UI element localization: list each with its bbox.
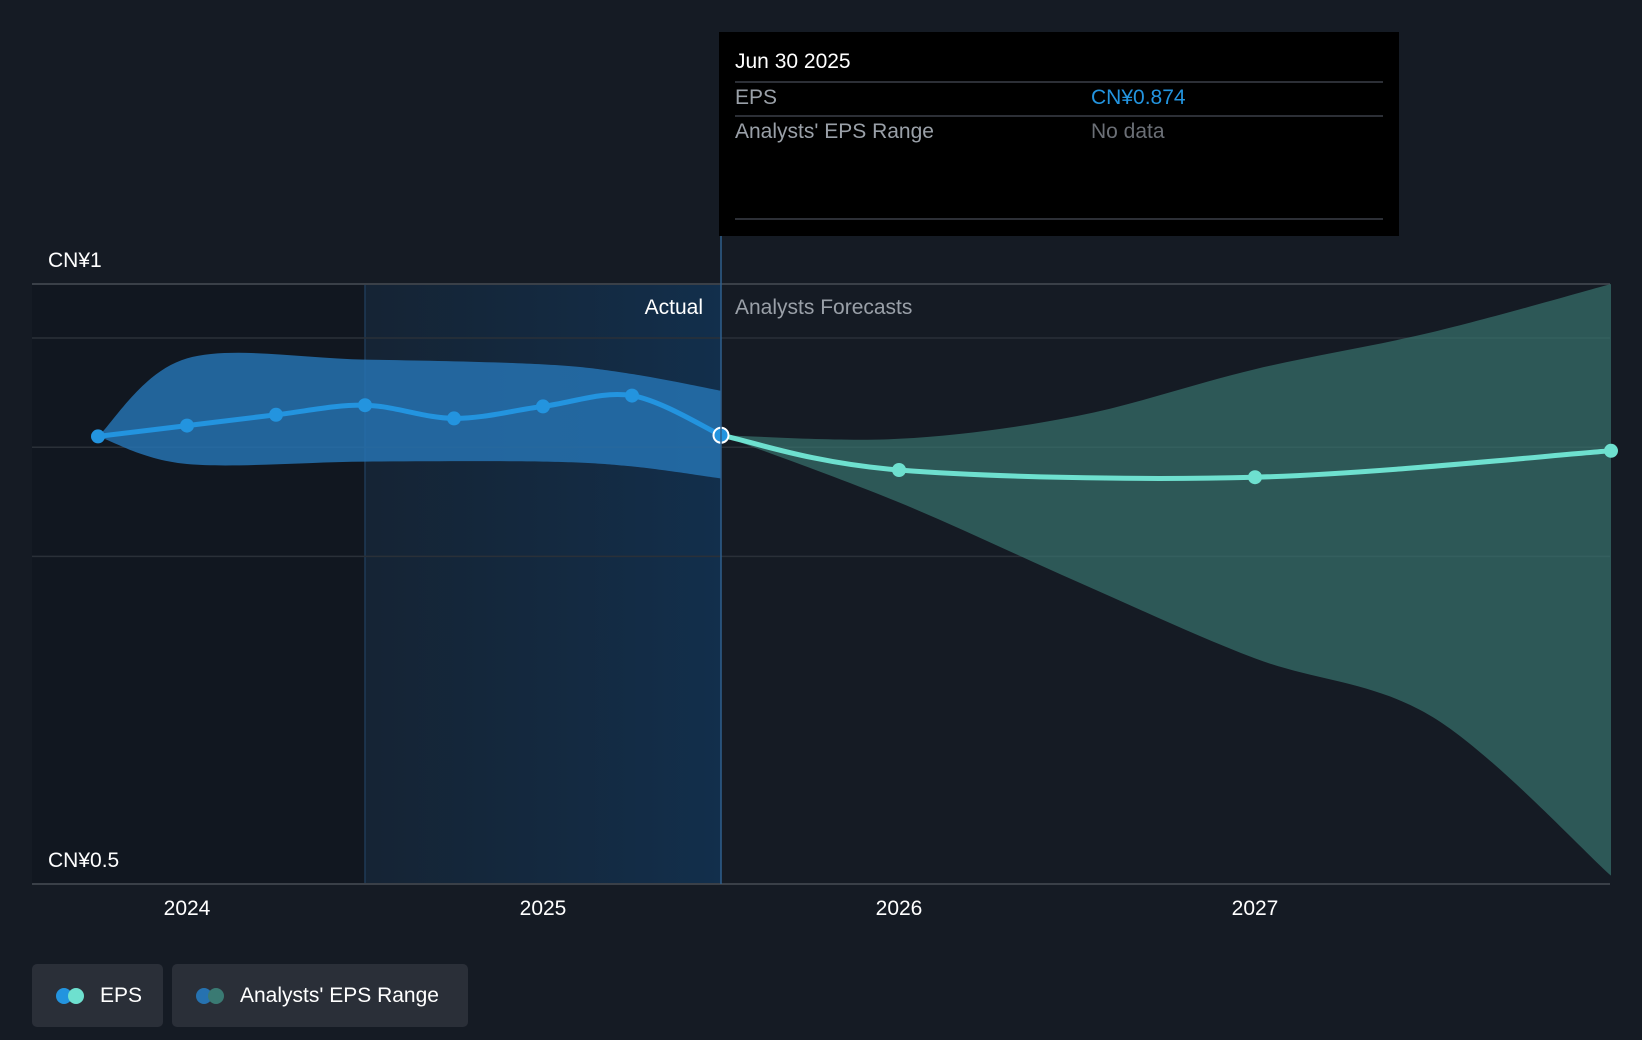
- legend-range-icon: [196, 987, 226, 1004]
- eps-forecast-line: [718, 432, 1614, 481]
- legend-dot-forecast-range: [208, 987, 224, 1004]
- eps-actual-point[interactable]: [625, 388, 639, 403]
- x-tick-label-2024: 2024: [163, 897, 211, 920]
- tooltip-eps-value: CN¥0.874: [1091, 86, 1186, 109]
- x-tick-label-2025: 2025: [519, 897, 567, 920]
- tooltip-eps-label: EPS: [735, 86, 778, 109]
- legend-dot-forecast: [68, 987, 84, 1004]
- eps-actual-line: [95, 392, 724, 439]
- legend-eps-label: EPS: [100, 983, 143, 1007]
- y-tick-label-bottom: CN¥0.5: [48, 849, 120, 872]
- legend-range-button[interactable]: Analysts' EPS Range: [172, 964, 468, 1027]
- eps-actual-point[interactable]: [180, 418, 194, 433]
- eps-forecast-point[interactable]: [892, 463, 906, 477]
- eps-actual-point[interactable]: [269, 407, 283, 422]
- eps-forecast-point[interactable]: [1604, 443, 1618, 458]
- forecast-region-label: Analysts Forecasts: [735, 296, 913, 319]
- x-tick-label-2027: 2027: [1231, 897, 1279, 920]
- chart-tooltip: Jun 30 2025 EPS CN¥0.874 Analysts' EPS R…: [719, 32, 1399, 236]
- tooltip-date: Jun 30 2025: [735, 50, 851, 73]
- forecast-range-band: [721, 284, 1611, 876]
- eps-actual-point[interactable]: [91, 429, 105, 444]
- legend-eps-button[interactable]: EPS: [32, 964, 163, 1027]
- legend-eps-icon: [56, 987, 86, 1004]
- tooltip-divider: [735, 81, 1383, 83]
- tooltip-divider: [735, 115, 1383, 117]
- tooltip-divider: [735, 218, 1383, 220]
- tooltip-range-value: No data: [1091, 120, 1165, 143]
- eps-actual-point[interactable]: [358, 398, 372, 413]
- actual-range-band: [98, 352, 721, 479]
- actual-region-label: Actual: [644, 296, 703, 319]
- eps-actual-point[interactable]: [536, 399, 550, 414]
- legend-range-label: Analysts' EPS Range: [240, 983, 439, 1007]
- y-tick-label-top: CN¥1: [48, 249, 102, 272]
- eps-forecast-point[interactable]: [1248, 470, 1262, 485]
- tooltip-range-label: Analysts' EPS Range: [735, 120, 934, 143]
- eps-actual-point[interactable]: [447, 411, 461, 426]
- x-tick-label-2026: 2026: [875, 897, 923, 920]
